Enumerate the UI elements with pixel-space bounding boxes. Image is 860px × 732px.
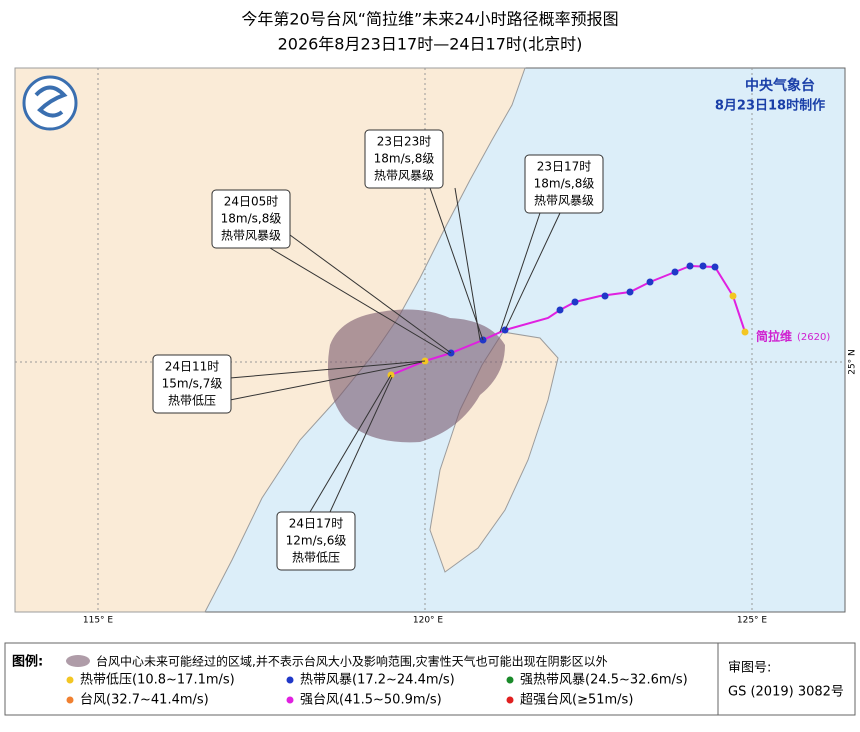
legend-box (4, 642, 856, 716)
legend-title: 图例: (12, 654, 43, 670)
legend-dot (506, 676, 514, 684)
subtitle: 2026年8月23日17时—24日17时(北京时) (278, 35, 583, 54)
issue-time: 8月23日18时制作 (715, 98, 825, 114)
title: 今年第20号台风“简拉维”未来24小时路径概率预报图 (241, 10, 618, 29)
lon-label: 115° E (83, 616, 114, 626)
legend-dot (286, 696, 294, 704)
review-number: GS (2019) 3082号 (728, 685, 844, 700)
callout-level: 热带风暴级 (221, 229, 281, 243)
legend-item: 热带风暴(17.2~24.4m/s) (300, 673, 455, 688)
legend-dot (66, 696, 74, 704)
legend-item: 热带低压(10.8~17.1m/s) (80, 673, 235, 688)
callout-wind: 18m/s,8级 (221, 212, 282, 226)
legend: 图例: 台风中心未来可能经过的区域,并不表示台风大小及影响范围,灾害性天气也可能… (4, 642, 856, 716)
callout-box (524, 154, 604, 214)
callout-time: 23日17时 (537, 160, 592, 174)
legend-items: 热带低压(10.8~17.1m/s) 热带风暴(17.2~24.4m/s) 强热带风… (66, 673, 688, 708)
agency-name: 中央气象台 (745, 77, 815, 94)
legend-item: 强热带风暴(24.5~32.6m/s) (520, 673, 688, 688)
callout-lines (229, 187, 561, 513)
callout-level: 热带低压 (168, 394, 216, 408)
legend-dot (286, 676, 294, 684)
callout-time: 23日23时 (377, 135, 432, 149)
legend-area: 台风中心未来可能经过的区域,并不表示台风大小及影响范围,灾害性天气也可能出现在阴… (96, 654, 608, 669)
probability-area (327, 309, 505, 443)
callout-level: 热带风暴级 (374, 169, 434, 183)
callout-wind: 18m/s,8级 (374, 152, 435, 166)
callout-time: 24日05时 (224, 195, 279, 209)
callout-level: 热带风暴级 (534, 194, 594, 208)
legend-item: 强台风(41.5~50.9m/s) (300, 693, 442, 708)
callout-wind: 12m/s,6级 (286, 534, 347, 548)
storm-name: 简拉维 (756, 329, 792, 344)
storm-code: (2620) (797, 332, 830, 343)
callout-box (211, 189, 291, 249)
callout-box (276, 511, 356, 571)
callout-time: 24日17时 (289, 517, 344, 531)
callout-time: 24日11时 (165, 360, 220, 374)
callout-box (152, 354, 232, 414)
callouts: 23日23时18m/s,8级热带风暴级23日17时18m/s,8级热带风暴级24… (152, 129, 604, 571)
logo-mark (34, 85, 68, 118)
legend-dot (506, 696, 514, 704)
lat-label: 25° N (848, 349, 858, 375)
review-label: 审图号: (728, 661, 771, 676)
callout-wind: 15m/s,7级 (162, 377, 223, 391)
callout-wind: 18m/s,8级 (534, 177, 595, 191)
map: 23日23时18m/s,8级热带风暴级23日17时18m/s,8级热带风暴级24… (14, 67, 858, 626)
lon-label: 125° E (737, 616, 768, 626)
callout-level: 热带低压 (292, 551, 340, 565)
legend-item: 台风(32.7~41.4m/s) (80, 693, 209, 708)
callout-box (364, 129, 444, 189)
legend-area-swatch (66, 655, 90, 667)
legend-dot (66, 676, 74, 684)
legend-item: 超强台风(≥51m/s) (520, 693, 633, 708)
lon-label: 120° E (413, 616, 444, 626)
